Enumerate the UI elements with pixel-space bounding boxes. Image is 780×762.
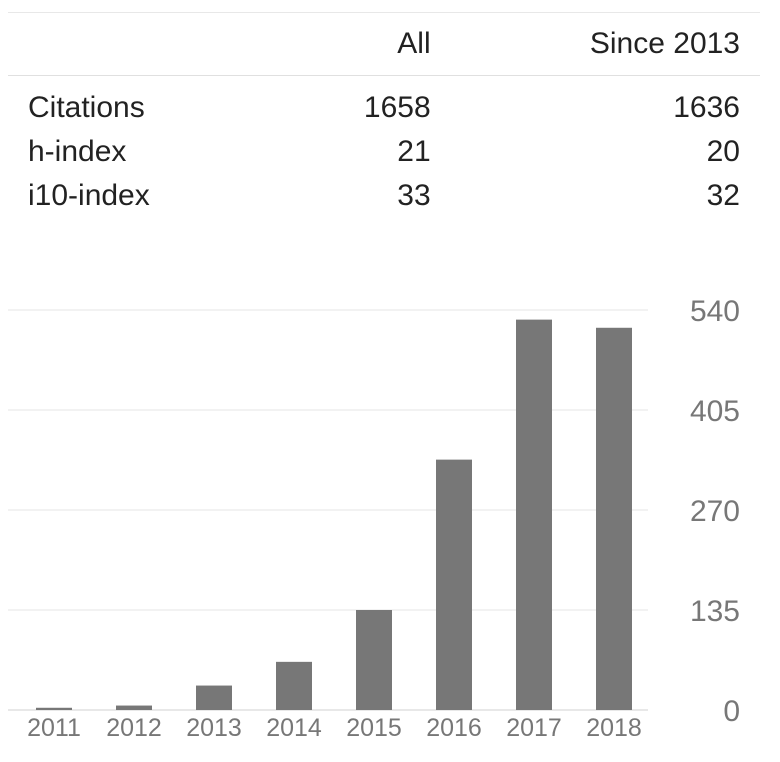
x-tick-label: 2016 — [426, 714, 482, 742]
stats-citations-since: 1636 — [673, 91, 740, 124]
x-tick-label: 2012 — [106, 714, 162, 742]
x-tick-label: 2015 — [346, 714, 402, 742]
stats-citations-all: 1658 — [363, 91, 431, 124]
y-tick-label: 270 — [690, 495, 740, 528]
x-tick-label: 2018 — [586, 714, 642, 742]
citation-stats-table: All Since 2013 Citations 1658 1636 h-ind… — [8, 12, 760, 218]
chart-y-ticks: 0 135 270 405 540 — [690, 295, 740, 728]
bar-2011[interactable] — [36, 707, 72, 710]
stats-row-i10-index: i10-index 33 32 — [8, 174, 760, 218]
stats-header-since[interactable]: Since 2013 — [430, 12, 760, 76]
y-tick-label: 0 — [723, 695, 740, 728]
stats-i10-index-all: 33 — [397, 179, 431, 212]
y-tick-label: 405 — [690, 395, 740, 428]
bar-2012[interactable] — [116, 705, 152, 710]
stats-row-h-index: h-index 21 20 — [8, 130, 760, 174]
stats-row-citations: Citations 1658 1636 — [8, 76, 760, 131]
x-tick-label: 2011 — [27, 714, 81, 742]
chart-x-ticks: 2011 2012 2013 2014 2015 2016 2017 2018 — [27, 714, 642, 742]
stats-label-h-index[interactable]: h-index — [28, 135, 127, 168]
bar-2013[interactable] — [196, 685, 232, 710]
bar-2016[interactable] — [436, 459, 472, 710]
bar-2017[interactable] — [516, 319, 552, 710]
bar-2018[interactable] — [596, 327, 632, 710]
x-tick-label: 2013 — [186, 714, 242, 742]
stats-h-index-since: 20 — [706, 135, 740, 168]
y-tick-label: 540 — [690, 295, 740, 328]
stats-header-row: All Since 2013 — [8, 12, 760, 76]
bar-2014[interactable] — [276, 661, 312, 710]
x-tick-label: 2017 — [506, 714, 562, 742]
stats-i10-index-since: 32 — [706, 179, 740, 212]
x-tick-label: 2014 — [266, 714, 322, 742]
stats-h-index-all: 21 — [397, 135, 431, 168]
stats-header-all[interactable]: All — [212, 12, 431, 76]
stats-header-empty — [8, 12, 213, 76]
bar-2015[interactable] — [356, 610, 392, 710]
stats-label-citations[interactable]: Citations — [28, 91, 145, 124]
y-tick-label: 135 — [690, 595, 740, 628]
chart-bars — [36, 319, 632, 710]
stats-label-i10-index[interactable]: i10-index — [28, 179, 150, 212]
